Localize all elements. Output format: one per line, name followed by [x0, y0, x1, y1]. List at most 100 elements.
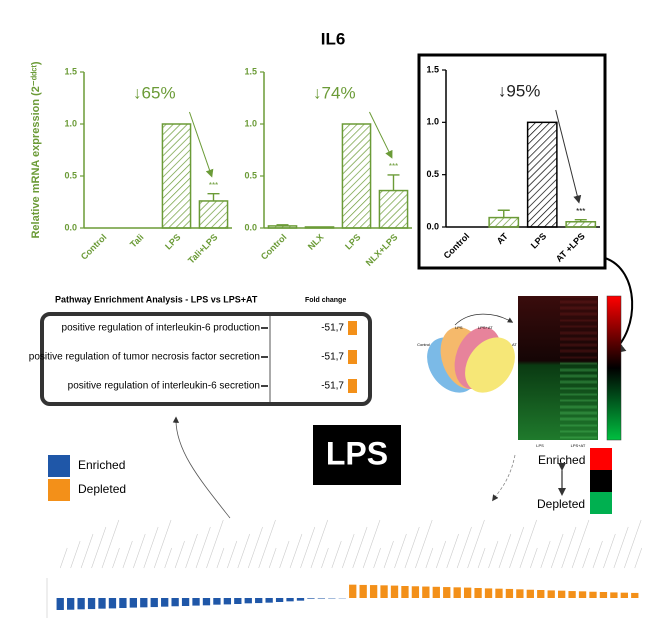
category-label-stub: [467, 519, 485, 569]
bar: [620, 592, 628, 598]
venn-label: LPS+AT: [478, 325, 493, 330]
category-label-stub: [624, 519, 642, 569]
category-label-stub: [488, 540, 499, 569]
error-bar: [497, 209, 510, 218]
bar: [296, 598, 305, 601]
category-label-stub: [530, 547, 538, 569]
category-label-stub: [592, 540, 603, 569]
heatmap-legend-label: Depleted: [537, 497, 585, 511]
category-label-stub: [634, 547, 643, 569]
category-label-stub: [456, 526, 472, 569]
bar: [401, 586, 409, 598]
bar: [380, 585, 388, 598]
bar: [267, 225, 298, 229]
bar: [171, 598, 179, 607]
bar: [589, 591, 597, 598]
fold-change: -51,7: [321, 323, 344, 334]
annotation: ↓74%: [313, 83, 356, 102]
category-label-stub: [80, 533, 94, 569]
bar: [129, 598, 138, 608]
category-label-stub: [279, 540, 290, 569]
heatmap-column-label: LPS+AT: [571, 443, 586, 448]
bar: [565, 221, 597, 228]
bar: [77, 598, 85, 610]
lps-label: LPS: [326, 435, 388, 471]
venn-diagram: [427, 327, 515, 393]
category-label-stub: [112, 547, 120, 569]
pathway-label: positive regulation of interleukin-6 sec…: [68, 381, 260, 392]
bar: [495, 588, 503, 598]
bar: [223, 598, 232, 605]
category-label-stub: [509, 526, 525, 569]
y-tick-label: 1.0: [64, 118, 77, 128]
legend-label: Depleted: [78, 482, 126, 496]
annotation-arrow: [555, 109, 582, 204]
heatmap-legend-label: Enriched: [538, 453, 585, 467]
bar: [56, 598, 64, 610]
fold-change-bar: [348, 379, 357, 393]
bar: [369, 585, 378, 598]
y-tick-label: 1.0: [426, 117, 439, 127]
legend-swatch: [48, 455, 70, 477]
bar: [443, 587, 451, 598]
pathway-box: [40, 312, 372, 406]
venn-set: [465, 337, 515, 393]
category-label-stub: [174, 540, 185, 569]
bar: [484, 588, 493, 598]
bar: [198, 200, 229, 229]
bar: [526, 121, 558, 228]
highlight-box: [417, 53, 607, 270]
bar: [474, 588, 482, 598]
bar: [181, 598, 190, 606]
category-label-stub: [613, 526, 629, 569]
category-label-stub: [268, 547, 277, 569]
pathway-header: Fold change: [305, 297, 346, 304]
bar: [488, 216, 520, 228]
connector-arrow: [172, 416, 231, 519]
heatmap-rows: [560, 296, 597, 439]
pathway-rows: positive regulation of interleukin-6 pro…: [29, 321, 357, 393]
bar: [304, 226, 335, 229]
category-label-stub: [498, 533, 512, 569]
annotation: ↓95%: [498, 81, 541, 100]
category-label-stub: [331, 540, 342, 569]
bar: [140, 598, 148, 608]
bar: [255, 598, 263, 604]
bar: [505, 588, 514, 598]
bar: [98, 598, 106, 609]
category-label-stub: [195, 526, 211, 569]
bar: [192, 598, 200, 606]
y-tick-label: 0.0: [244, 222, 257, 232]
y-tick-label: 0.5: [426, 169, 439, 179]
legend-swatch: [590, 448, 612, 470]
x-tick-label: NLX+LPS: [364, 232, 400, 268]
bar: [422, 586, 430, 598]
category-label-stub: [582, 547, 590, 569]
category-label-stub: [185, 533, 198, 569]
venn-label: Control: [417, 342, 430, 347]
x-tick-label: Tali: [128, 232, 146, 250]
category-label-stub: [571, 519, 590, 569]
bar: [557, 590, 566, 598]
annotation-arrow: [369, 111, 393, 159]
x-tick-label: Control: [259, 232, 289, 262]
x-tick-label: Control: [79, 232, 109, 262]
pathway-label: positive regulation of tumor necrosis fa…: [29, 352, 260, 363]
bar: [359, 584, 367, 598]
fold-change: -51,7: [321, 352, 344, 363]
category-label-stub: [247, 526, 263, 569]
category-label-stub: [133, 533, 146, 569]
category-label-stub: [362, 519, 381, 569]
bar: [213, 598, 221, 605]
y-tick-label: 1.0: [244, 118, 257, 128]
connector-arrow: [492, 454, 516, 502]
bar: [568, 591, 576, 598]
category-label-stub: [446, 533, 459, 569]
y-tick-label: 0.5: [244, 170, 257, 180]
venn-label: AT: [512, 342, 517, 347]
category-label-stub: [404, 526, 420, 569]
bar: [390, 585, 399, 598]
category-label-stub: [425, 547, 434, 569]
